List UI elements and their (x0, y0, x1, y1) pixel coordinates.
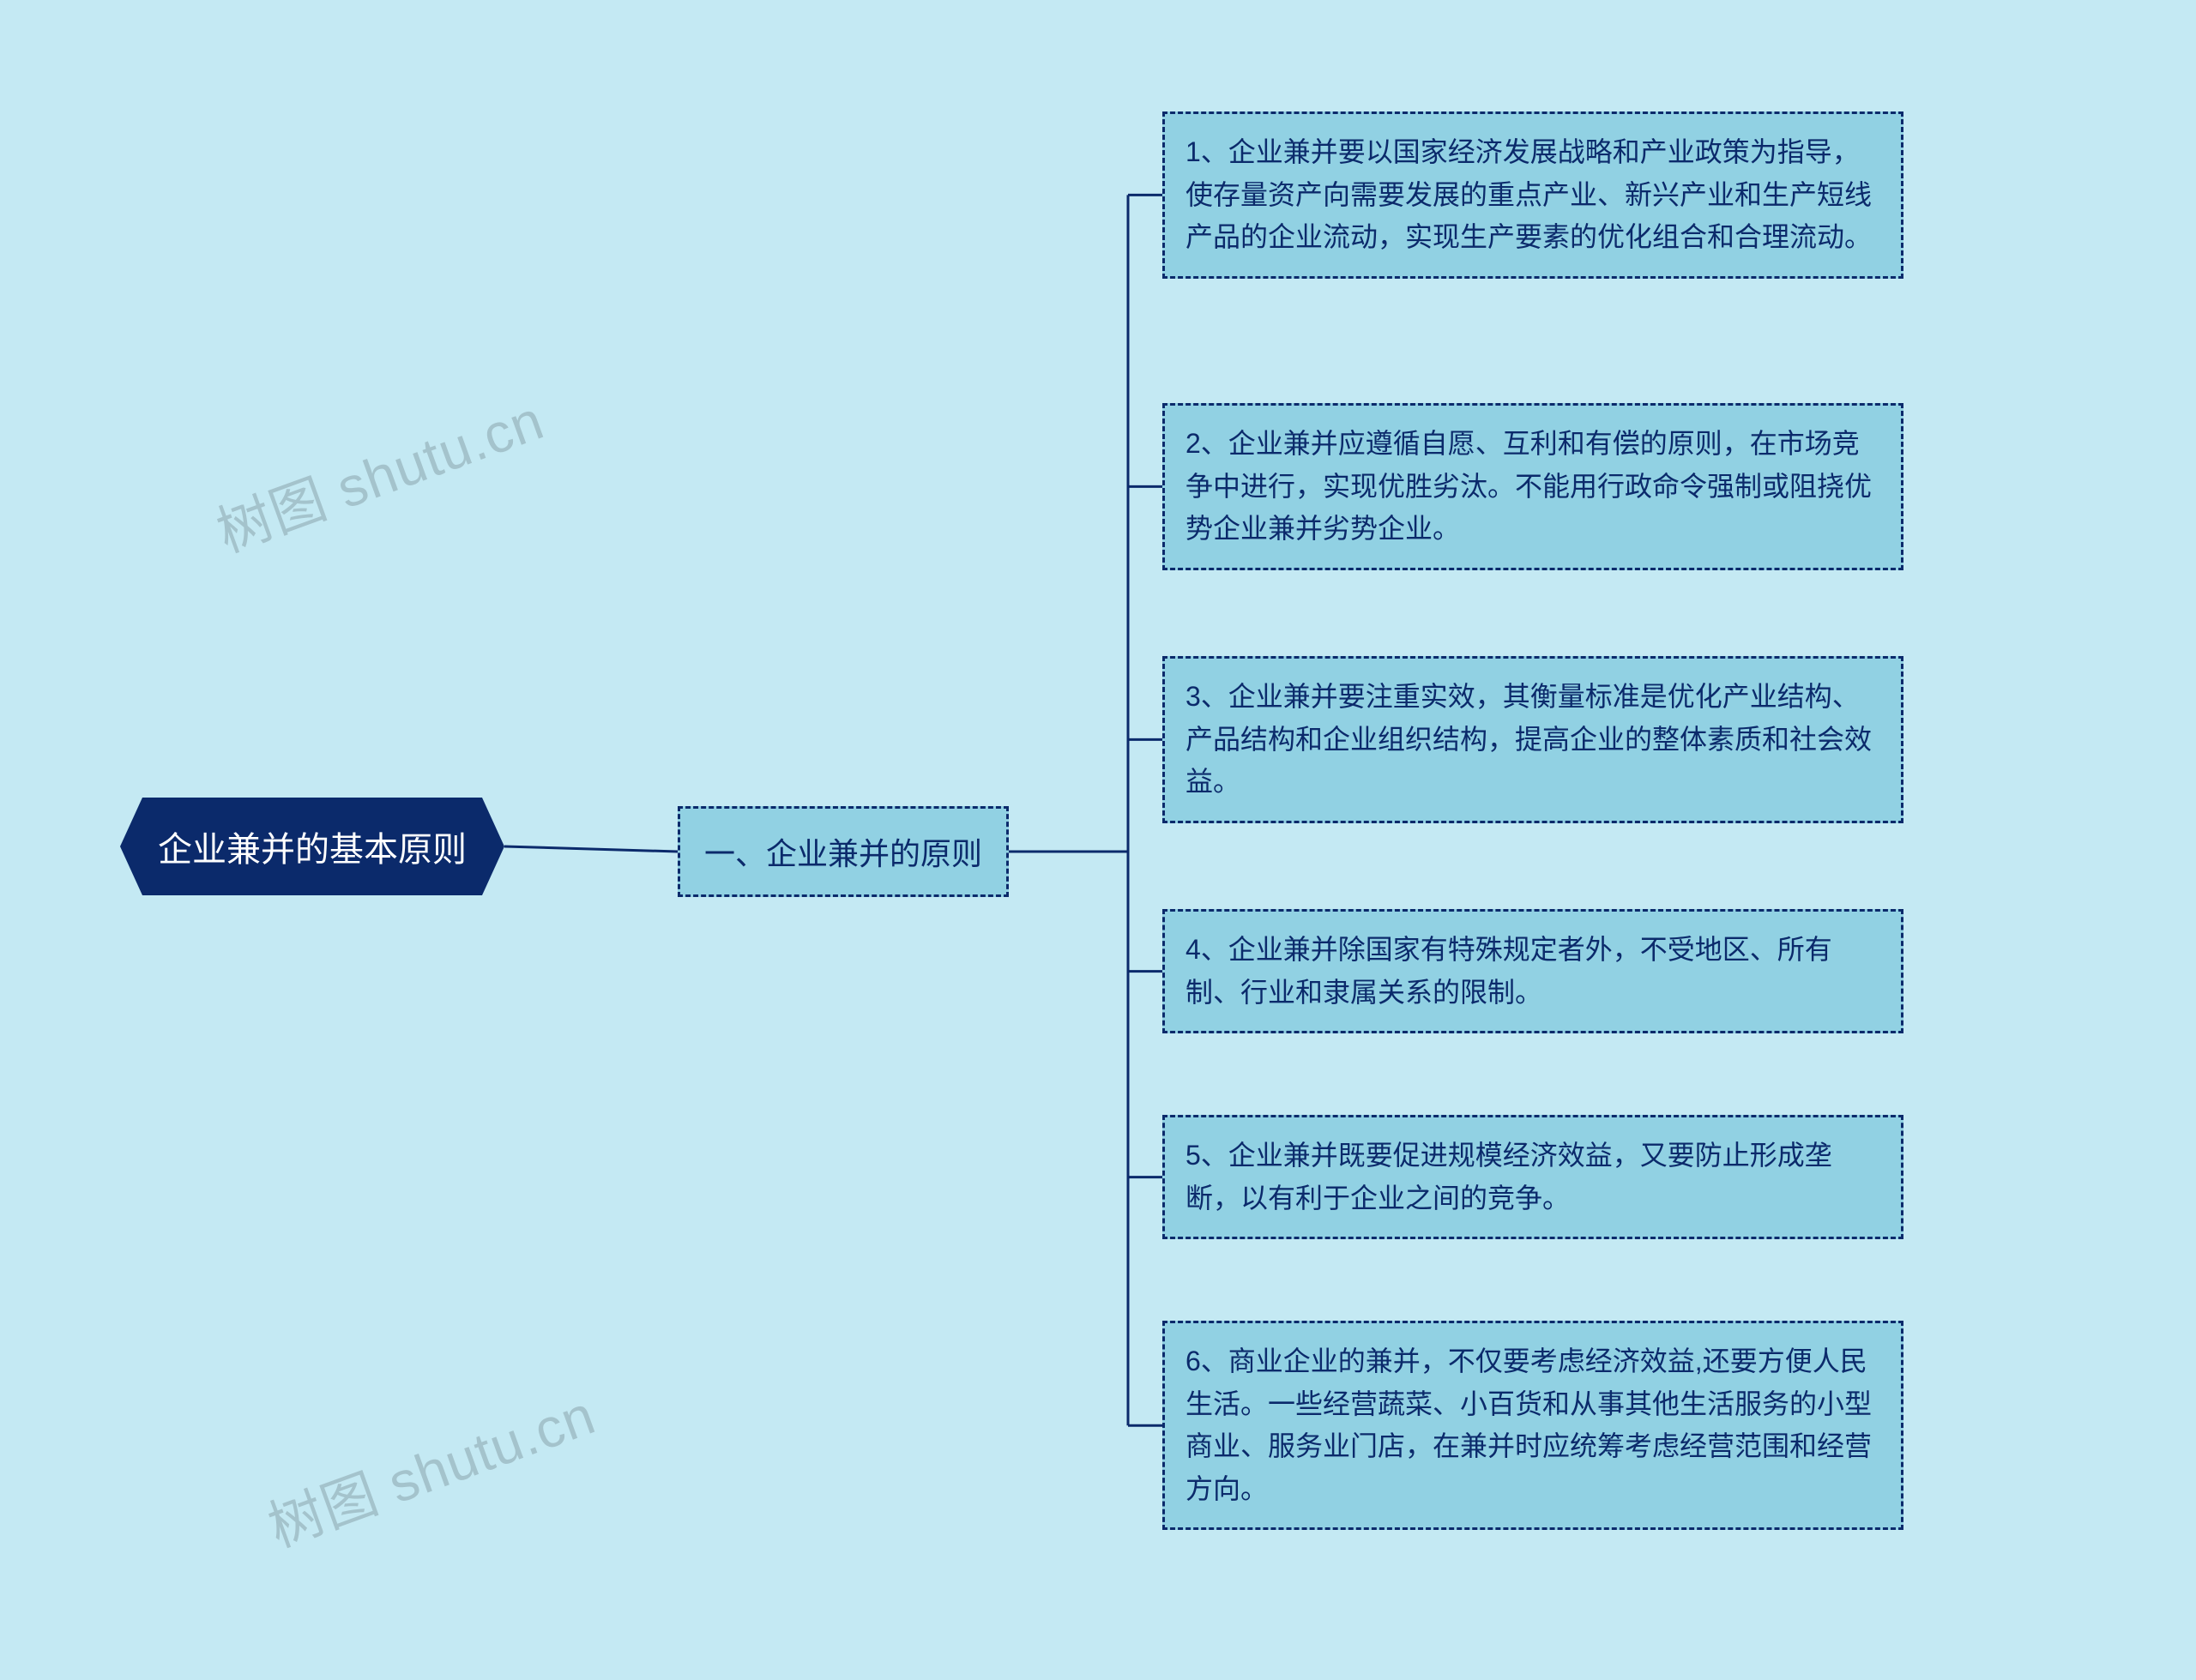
leaf-node: 5、企业兼并既要促进规模经济效益，又要防止形成垄断，以有利于企业之间的竞争。 (1162, 1115, 1903, 1239)
leaf-node: 6、商业企业的兼并，不仅要考虑经济效益,还要方便人民生活。一些经营蔬菜、小百货和… (1162, 1321, 1903, 1530)
leaf-node: 4、企业兼并除国家有特殊规定者外，不受地区、所有制、行业和隶属关系的限制。 (1162, 909, 1903, 1033)
connector (504, 846, 678, 852)
mindmap-canvas: 树图 shutu.cn 树图 shutu.cn 企业兼并的基本原则 一、企业兼并的原则… (0, 0, 2196, 1680)
leaf-node: 1、企业兼并要以国家经济发展战略和产业政策为指导，使存量资产向需要发展的重点产业… (1162, 111, 1903, 279)
level1-node: 一、企业兼并的原则 (678, 806, 1009, 897)
watermark: 树图 shutu.cn (256, 1371, 605, 1563)
leaf-node: 2、企业兼并应遵循自愿、互利和有偿的原则，在市场竞争中进行，实现优胜劣汰。不能用… (1162, 403, 1903, 570)
root-node: 企业兼并的基本原则 (120, 798, 504, 895)
watermark: 树图 shutu.cn (205, 376, 553, 568)
leaf-node: 3、企业兼并要注重实效，其衡量标准是优化产业结构、产品结构和企业组织结构，提高企… (1162, 656, 1903, 823)
